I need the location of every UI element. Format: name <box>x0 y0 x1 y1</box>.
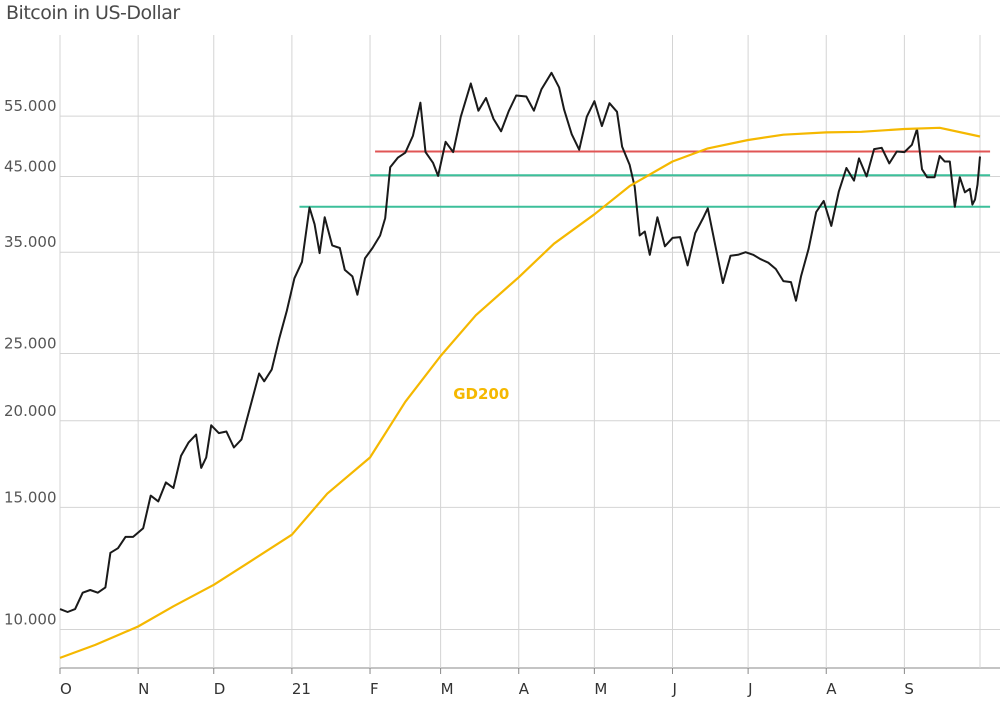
y-tick-label: 35.000 <box>4 233 57 251</box>
x-tick-label: A <box>519 680 530 698</box>
annotations: GD200 <box>453 385 509 403</box>
x-tick-label: J <box>747 680 752 698</box>
x-tick-label: J <box>671 680 676 698</box>
grid-lines <box>59 35 1000 674</box>
chart-title: Bitcoin in US-Dollar <box>6 2 180 24</box>
gd200-label: GD200 <box>453 385 509 403</box>
x-tick-label: O <box>60 680 72 698</box>
y-tick-label: 25.000 <box>4 335 57 353</box>
y-tick-label: 45.000 <box>4 158 57 176</box>
x-tick-label: F <box>370 680 379 698</box>
x-tick-label: N <box>138 680 149 698</box>
x-tick-label: M <box>441 680 454 698</box>
x-tick-label: D <box>214 680 226 698</box>
x-tick-label: S <box>904 680 914 698</box>
x-tick-label: A <box>826 680 837 698</box>
y-tick-label: 15.000 <box>4 488 57 506</box>
gd200-line <box>59 126 981 659</box>
y-tick-label: 10.000 <box>4 611 57 629</box>
x-tick-label: 21 <box>292 680 311 698</box>
x-tick-labels: O N D 21 F M A M J J A S <box>60 680 914 698</box>
horizontal-levels <box>299 150 991 208</box>
series-lines <box>59 71 981 659</box>
y-tick-label: 20.000 <box>4 402 57 420</box>
x-tick-label: M <box>594 680 607 698</box>
y-tick-label: 55.000 <box>4 97 57 115</box>
price-line <box>59 71 981 613</box>
y-tick-labels: 10.000 15.000 20.000 25.000 35.000 45.000 55.0… <box>4 97 57 628</box>
